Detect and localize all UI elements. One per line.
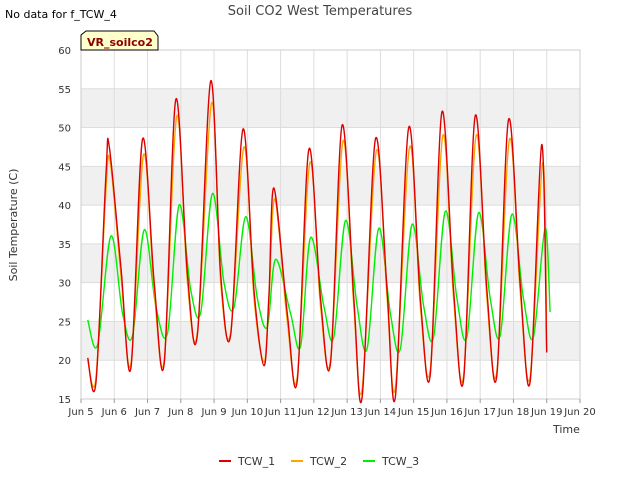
y-tick-label: 55 [58,85,71,96]
x-tick-label: Jun 11 [264,407,297,418]
annotation-box: VR_soilco2 [80,30,159,51]
legend-label: TCW_2 [309,455,347,468]
y-tick-label: 60 [58,46,71,57]
series-line-tcw_3 [87,192,551,354]
x-tick-label: Jun 17 [463,407,496,418]
x-tick-label: Jun 20 [563,407,596,418]
series-line-tcw_1 [87,80,548,404]
x-tick-label: Jun 15 [397,407,430,418]
x-axis-ticks: Jun 5 Jun 6 Jun 7 Jun 8 Jun 9 Jun 10 Jun 11 Jun… [67,399,596,418]
legend: TCW_1 TCW_2 TCW_3 [219,455,419,468]
y-tick-label: 35 [58,240,71,251]
x-tick-label: Jun 5 [67,407,93,418]
y-axis-label: Soil Temperature (C) [7,169,20,282]
chart-title: Soil CO2 West Temperatures [228,4,413,19]
x-tick-label: Jun 12 [297,407,330,418]
background-band [81,166,580,206]
background-band [81,243,580,283]
y-tick-label: 40 [58,201,71,212]
x-tick-label: Jun 14 [364,407,397,418]
legend-label: TCW_3 [381,455,419,468]
plot-area [80,49,581,400]
x-tick-label: Jun 19 [530,407,563,418]
legend-label: TCW_1 [237,455,275,468]
x-tick-label: Jun 16 [430,407,463,418]
x-tick-label: Jun 18 [497,407,530,418]
y-tick-label: 25 [58,317,71,328]
y-tick-label: 50 [58,124,71,135]
y-tick-label: 20 [58,356,71,367]
y-tick-label: 30 [58,279,71,290]
x-tick-label: Jun 13 [330,407,363,418]
series-lines [87,80,551,404]
x-tick-label: Jun 7 [134,407,160,418]
y-tick-label: 15 [58,395,71,406]
x-tick-label: Jun 9 [200,407,226,418]
annotation-label: VR_soilco2 [87,36,153,49]
background-band [81,88,580,128]
x-tick-label: Jun 10 [231,407,264,418]
y-axis-ticks: 15 20 25 30 35 40 45 50 55 60 [58,46,71,406]
x-tick-label: Jun 8 [167,407,193,418]
background-bands [81,88,580,361]
y-tick-label: 45 [58,162,71,173]
no-data-note: No data for f_TCW_4 [5,8,117,21]
x-tick-label: Jun 6 [101,407,127,418]
x-axis-label: Time [552,423,580,436]
